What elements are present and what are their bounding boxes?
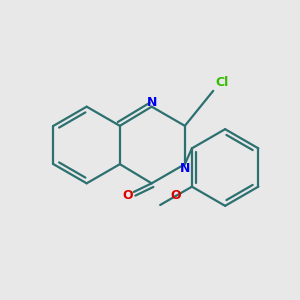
Text: O: O xyxy=(122,188,133,202)
Text: N: N xyxy=(180,162,190,175)
Text: Cl: Cl xyxy=(215,76,228,89)
Text: O: O xyxy=(171,189,182,202)
Text: N: N xyxy=(146,96,157,109)
